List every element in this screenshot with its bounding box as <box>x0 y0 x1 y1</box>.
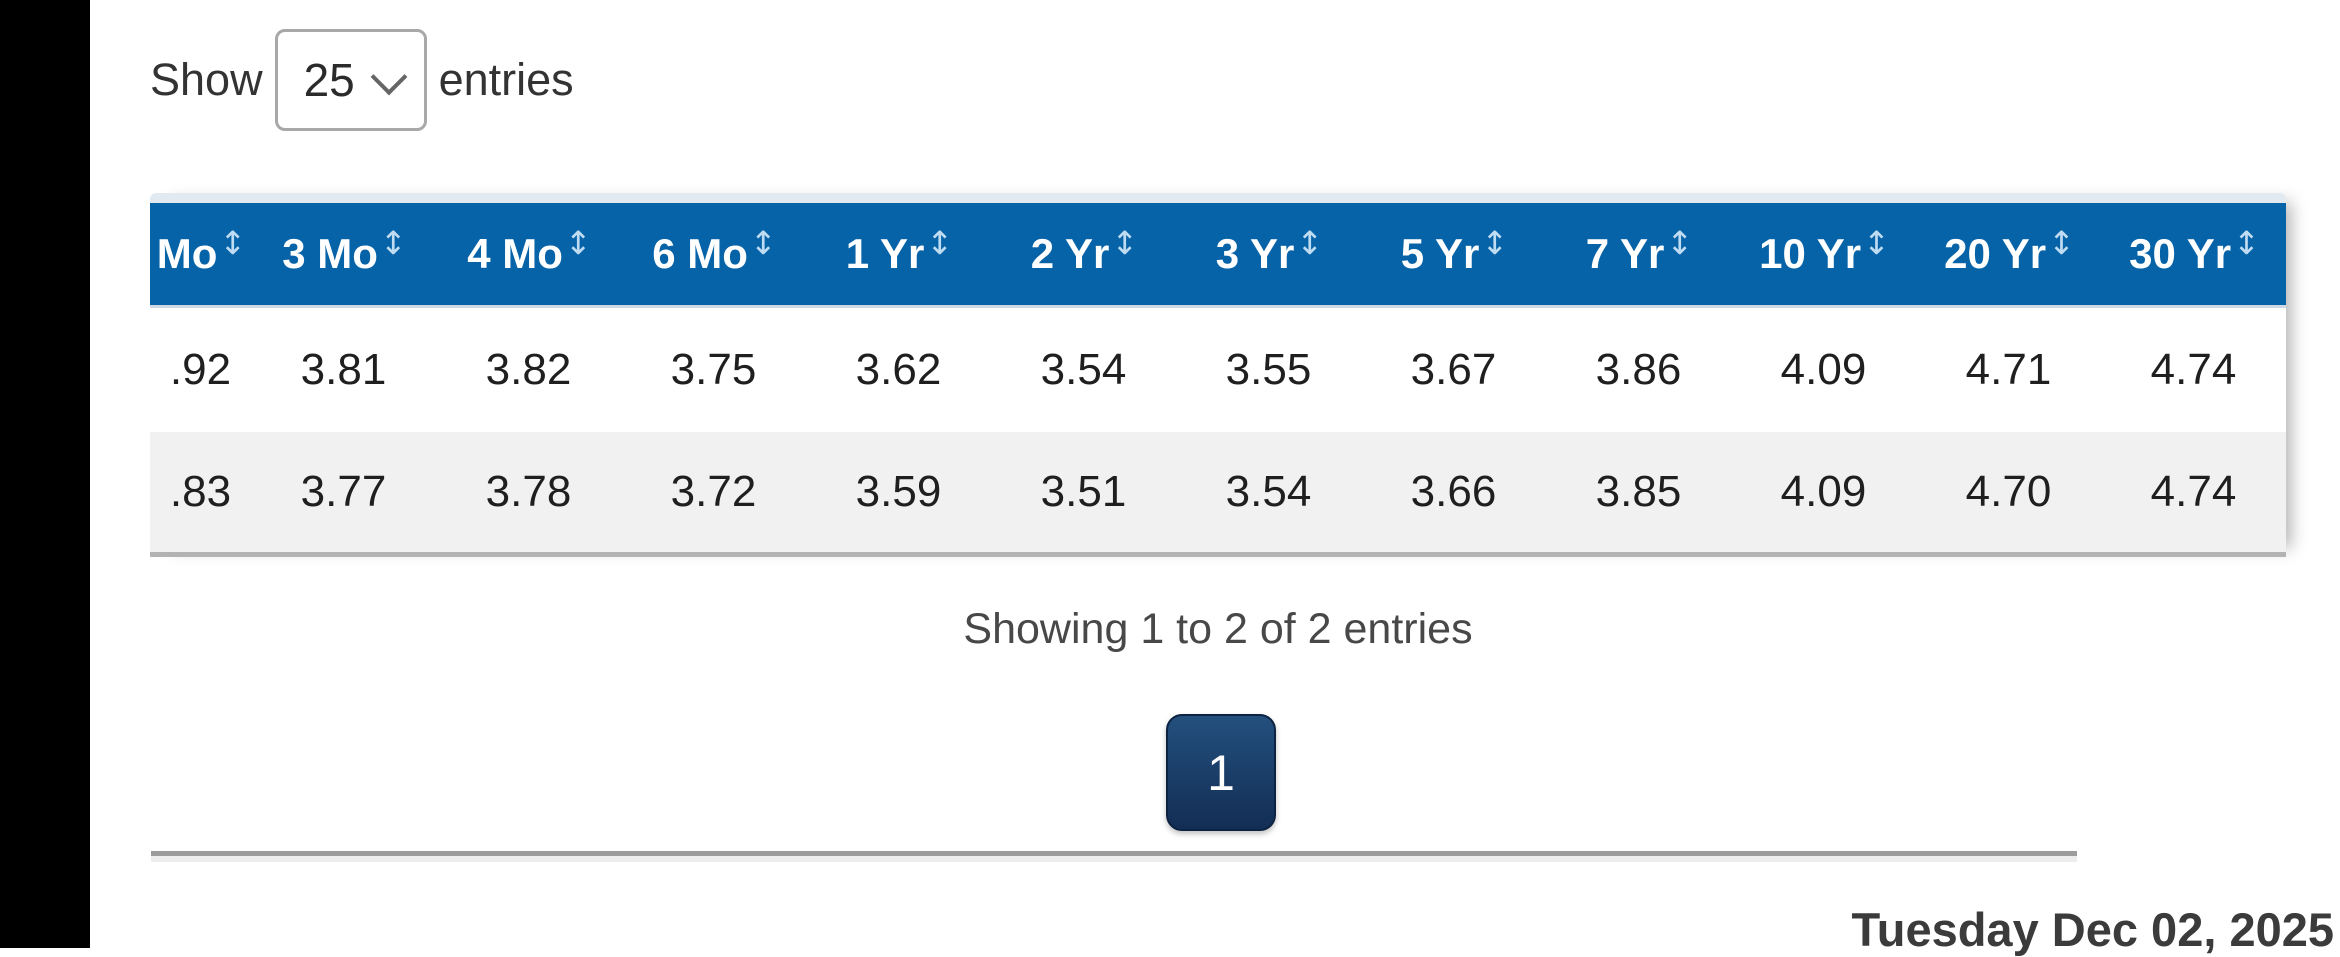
table-cell: .92 <box>150 306 251 432</box>
column-header-3mo[interactable]: 3 Mo↕ <box>251 203 436 308</box>
sort-icon: ↕ <box>1863 224 1890 262</box>
table-cell: .83 <box>150 432 251 552</box>
table-cell: 3.66 <box>1361 432 1546 552</box>
column-header-4mo[interactable]: 4 Mo↕ <box>436 203 621 308</box>
column-header-5yr[interactable]: 5 Yr↕ <box>1361 203 1546 308</box>
table-cell: 3.51 <box>991 432 1176 552</box>
table-cell: 3.54 <box>1176 432 1361 552</box>
column-header-label: 5 Yr <box>1400 230 1480 277</box>
table-cell: 4.71 <box>1916 306 2101 432</box>
table-cell: 3.54 <box>991 306 1176 432</box>
table-cell: 3.78 <box>436 432 621 552</box>
pagination: 1 <box>1166 714 1276 831</box>
table-cell: 4.74 <box>2101 432 2286 552</box>
column-header-7yr[interactable]: 7 Yr↕ <box>1546 203 1731 308</box>
sort-icon: ↕ <box>1666 224 1694 262</box>
column-header-2yr[interactable]: 2 Yr↕ <box>991 203 1176 308</box>
table-head-strip <box>150 193 2286 203</box>
table-cell: 3.77 <box>251 432 436 552</box>
table-cell: 3.85 <box>1546 432 1731 552</box>
column-header-20yr[interactable]: 20 Yr↕ <box>1916 203 2101 308</box>
length-menu: Show 25 entries <box>150 20 574 140</box>
table-row: .83 3.77 3.78 3.72 3.59 3.51 3.54 3.66 3… <box>150 432 2286 552</box>
sort-icon: ↕ <box>1111 224 1139 262</box>
pagination-page-1[interactable]: 1 <box>1166 714 1276 831</box>
table-cell: 4.09 <box>1731 306 1916 432</box>
table-cell: 4.70 <box>1916 432 2101 552</box>
column-header-3yr[interactable]: 3 Yr↕ <box>1176 203 1361 308</box>
column-header-label: 6 Mo <box>652 230 748 277</box>
column-header-label: Mo <box>156 230 218 277</box>
table-cell: 3.75 <box>621 306 806 432</box>
show-label: Show <box>150 54 263 105</box>
table-cell: 3.82 <box>436 306 621 432</box>
table-cell: 3.72 <box>621 432 806 552</box>
column-header-1yr[interactable]: 1 Yr↕ <box>806 203 991 308</box>
sort-icon: ↕ <box>219 224 247 262</box>
column-header-label: 3 Yr <box>1215 230 1295 277</box>
column-header-label: 2 Yr <box>1030 230 1110 277</box>
table-cell: 3.62 <box>806 306 991 432</box>
header-row: Mo↕ 3 Mo↕ 4 Mo↕ 6 Mo↕ 1 Yr↕ 2 Yr↕ 3 Yr↕ … <box>150 203 2286 308</box>
column-header-30yr[interactable]: 30 Yr↕ <box>2101 203 2286 308</box>
column-header-label: 30 Yr <box>2129 230 2232 277</box>
rates-table: Mo↕ 3 Mo↕ 4 Mo↕ 6 Mo↕ 1 Yr↕ 2 Yr↕ 3 Yr↕ … <box>150 203 2286 552</box>
column-header-label: 10 Yr <box>1759 230 1862 277</box>
sort-icon: ↕ <box>2048 224 2075 262</box>
column-header-label: 20 Yr <box>1944 230 2047 277</box>
chevron-down-icon <box>370 58 407 96</box>
selected-entries-value: 25 <box>303 54 355 106</box>
entries-per-page-select[interactable]: 25 <box>274 29 427 131</box>
column-header-label: 1 Yr <box>845 230 925 277</box>
table-cell: 4.09 <box>1731 432 1916 552</box>
divider-line <box>151 851 2077 856</box>
table-cell: 3.81 <box>251 306 436 432</box>
column-header-6mo[interactable]: 6 Mo↕ <box>621 203 806 308</box>
table-cell: 3.55 <box>1176 306 1361 432</box>
table-cell: 4.74 <box>2101 306 2286 432</box>
current-date: Tuesday Dec 02, 2025 <box>1851 903 2334 956</box>
table-row: .92 3.81 3.82 3.75 3.62 3.54 3.55 3.67 3… <box>150 306 2286 432</box>
sort-icon: ↕ <box>564 224 592 262</box>
entries-label: entries <box>438 54 574 105</box>
table-cell: 3.67 <box>1361 306 1546 432</box>
rates-table-container: Mo↕ 3 Mo↕ 4 Mo↕ 6 Mo↕ 1 Yr↕ 2 Yr↕ 3 Yr↕ … <box>150 193 2286 557</box>
sort-icon: ↕ <box>379 224 407 262</box>
sort-icon: ↕ <box>749 224 777 262</box>
left-black-bar <box>0 0 90 948</box>
table-cell: 3.86 <box>1546 306 1731 432</box>
sort-icon: ↕ <box>926 224 954 262</box>
divider-glow <box>151 856 2077 862</box>
sort-icon: ↕ <box>1481 224 1509 262</box>
sort-icon: ↕ <box>2233 224 2260 262</box>
table-bottom-border <box>150 552 2286 557</box>
table-cell: 3.59 <box>806 432 991 552</box>
column-header-label: 3 Mo <box>282 230 378 277</box>
column-header-label: 7 Yr <box>1585 230 1665 277</box>
sort-icon: ↕ <box>1296 224 1324 262</box>
column-header-10yr[interactable]: 10 Yr↕ <box>1731 203 1916 308</box>
footer-divider <box>151 851 2077 862</box>
entries-status: Showing 1 to 2 of 2 entries <box>963 605 1473 653</box>
column-header-mo[interactable]: Mo↕ <box>150 203 251 308</box>
column-header-label: 4 Mo <box>467 230 563 277</box>
